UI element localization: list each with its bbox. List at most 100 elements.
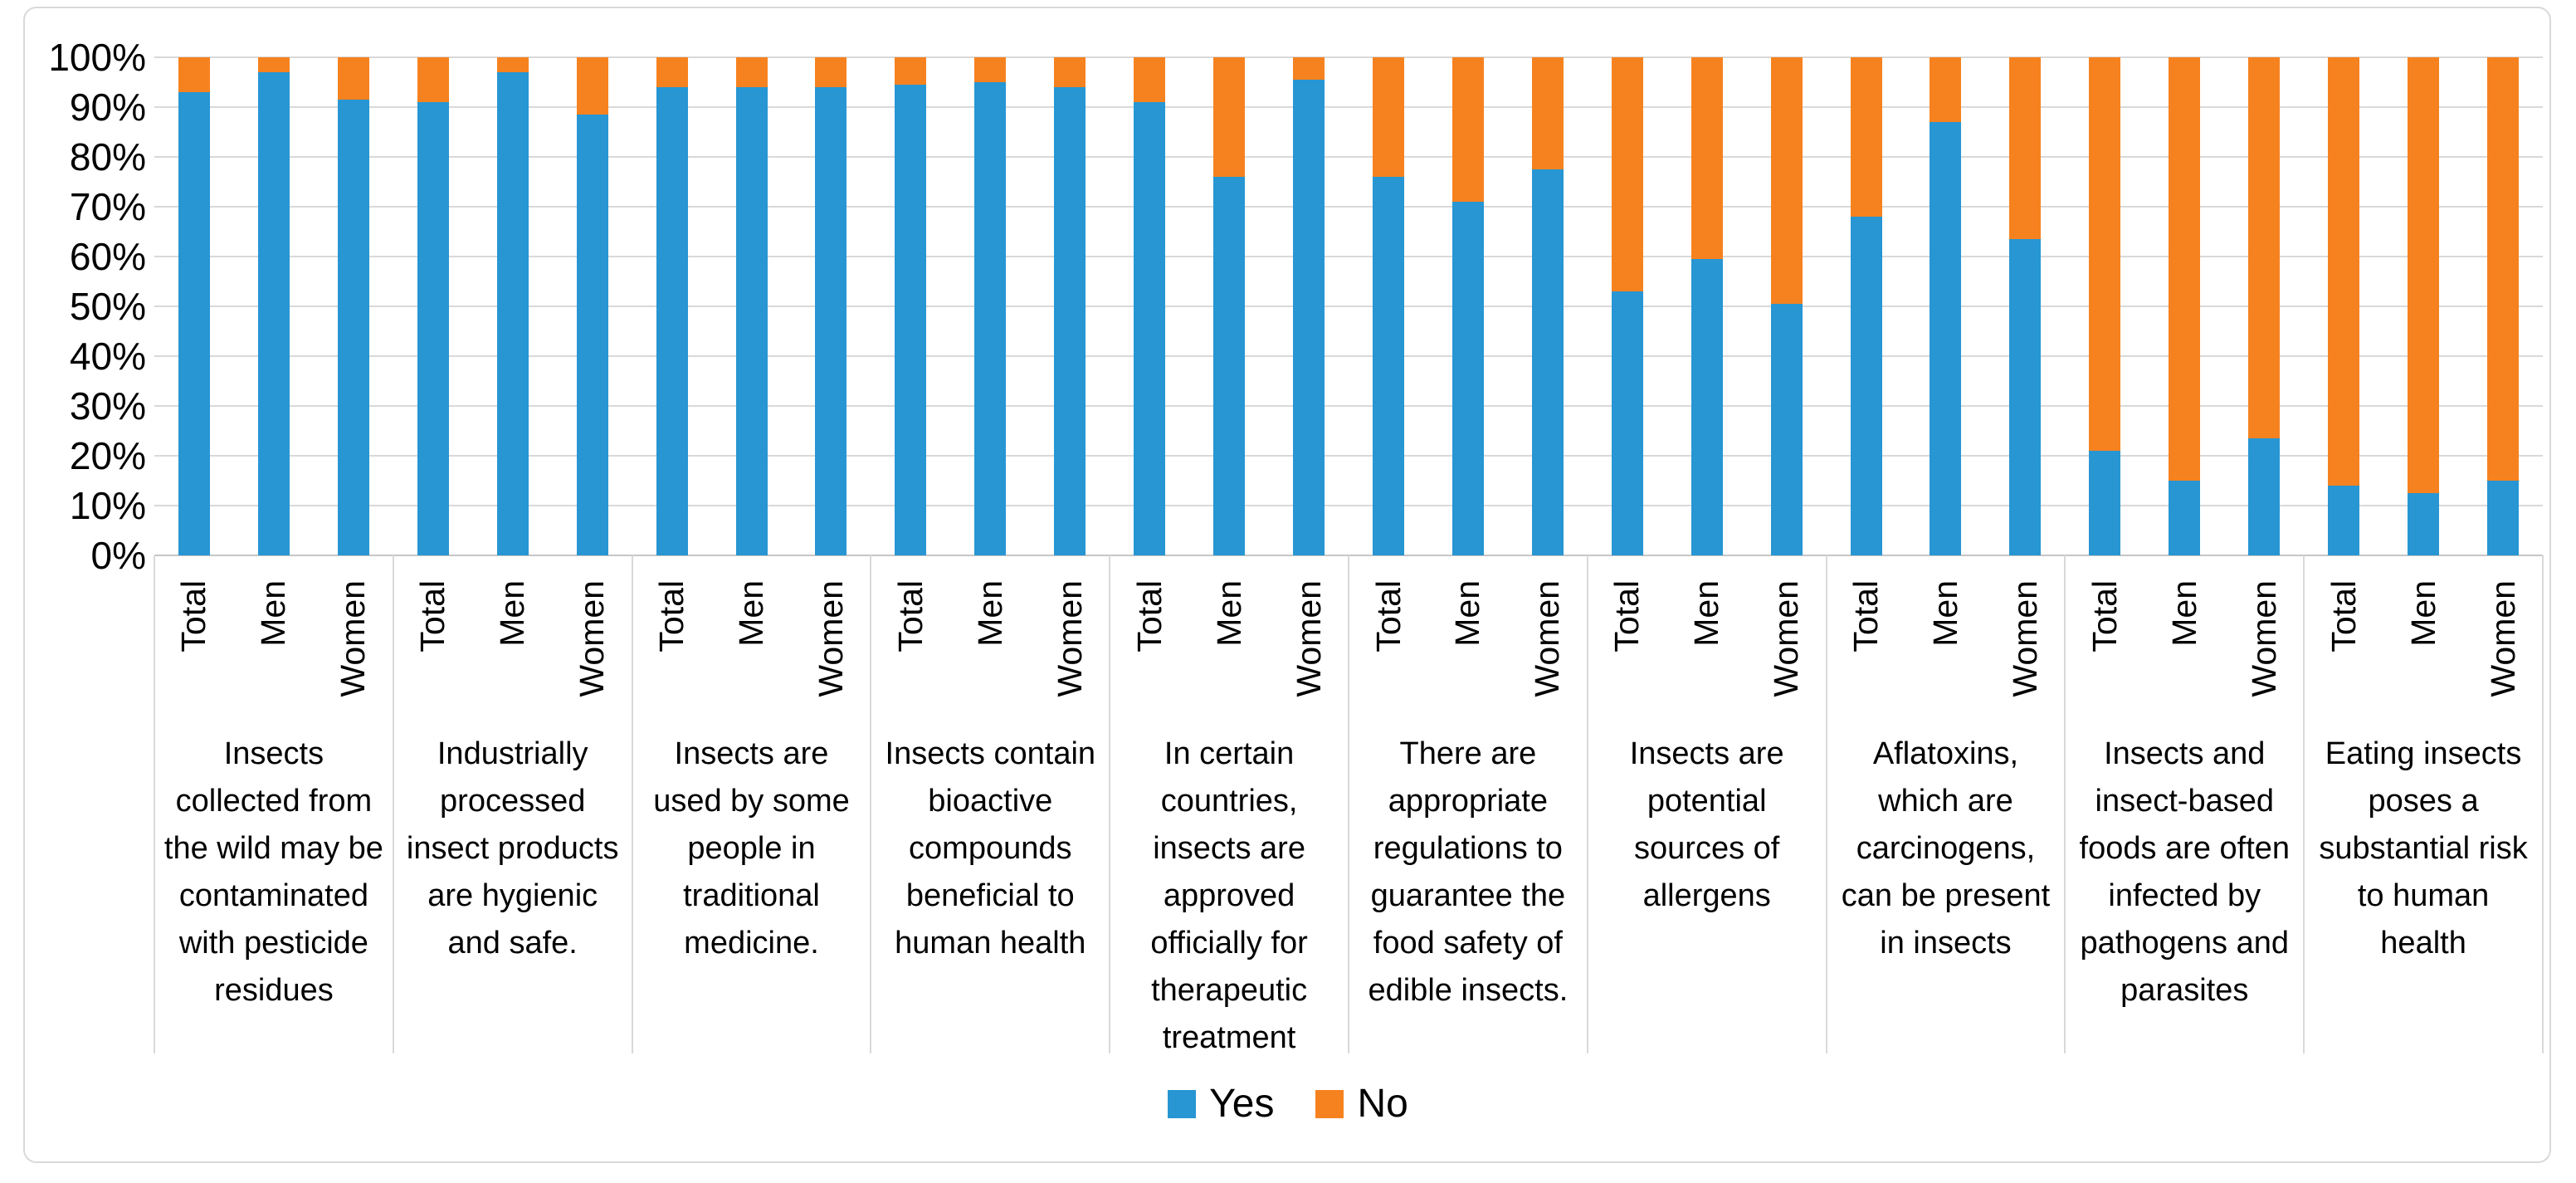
x-tick-label: Total xyxy=(174,580,213,653)
bar-slot xyxy=(950,57,1030,555)
gridline xyxy=(154,206,2543,208)
y-tick-label: 20% xyxy=(69,434,146,477)
bar-slot xyxy=(234,57,314,555)
x-tick: Women xyxy=(2224,555,2304,734)
bar-slot xyxy=(791,57,871,555)
group-separator xyxy=(154,555,155,1053)
stacked-bar xyxy=(1531,57,1564,555)
bar-slot xyxy=(1508,57,1588,555)
bar-slot xyxy=(1985,57,2065,555)
stacked-bar xyxy=(1611,57,1643,555)
bar-yes-segment xyxy=(2487,481,2520,555)
x-tick-label: Women xyxy=(2244,580,2283,697)
category-label: Insects contain bioactive compounds bene… xyxy=(885,736,1096,961)
y-tick-label: 40% xyxy=(69,335,146,378)
y-tick-label: 100% xyxy=(48,36,146,79)
bar-yes-segment xyxy=(576,115,608,555)
bar-no-segment xyxy=(178,57,210,92)
gridline xyxy=(154,106,2543,108)
legend-label-yes: Yes xyxy=(1209,1082,1275,1126)
bar-no-segment xyxy=(2248,57,2281,438)
y-tick-label: 0% xyxy=(90,534,146,577)
stacked-bar xyxy=(2328,57,2360,555)
y-tick-label: 10% xyxy=(69,484,146,527)
category-label: Insects are potential sources of allerge… xyxy=(1629,736,1784,913)
x-tick-label: Men xyxy=(254,580,293,647)
x-tick-label: Total xyxy=(1608,580,1647,653)
category-label: Insects and insect-based foods are often… xyxy=(2079,736,2291,1008)
x-tick: Men xyxy=(1428,555,1508,734)
legend-item-yes: Yes xyxy=(1168,1084,1274,1124)
y-tick-label: 30% xyxy=(69,384,146,428)
bar-no-segment xyxy=(2169,57,2201,481)
x-tick: Women xyxy=(1508,555,1588,734)
bar-slot xyxy=(473,57,553,555)
bar-yes-segment xyxy=(2328,486,2360,555)
x-tick: Total xyxy=(2066,555,2145,734)
x-tick-label: Total xyxy=(1129,580,1168,653)
bar-no-segment xyxy=(257,57,290,72)
bar-yes-segment xyxy=(815,87,847,555)
bar-yes-segment xyxy=(2169,481,2201,555)
bar-no-segment xyxy=(1930,57,1962,122)
category-group xyxy=(1827,57,2066,555)
group-separator xyxy=(2542,555,2544,1053)
category-group xyxy=(2304,57,2543,555)
group-separator xyxy=(2064,555,2066,1053)
bar-no-segment xyxy=(1850,57,1882,217)
bar-slot xyxy=(154,57,234,555)
category-label: Industrially processed insect products a… xyxy=(406,736,619,961)
bar-no-segment xyxy=(1611,57,1643,291)
bar-no-segment xyxy=(2328,57,2360,486)
category-group xyxy=(154,57,393,555)
bar-no-segment xyxy=(417,57,449,102)
stacked-bar xyxy=(2009,57,2042,555)
bar-yes-segment xyxy=(2408,493,2440,555)
stacked-bar xyxy=(178,57,210,555)
x-tick: Women xyxy=(792,555,871,734)
bar-no-segment xyxy=(656,57,688,87)
x-tick: Total xyxy=(1110,555,1189,734)
bar-slot xyxy=(1189,57,1269,555)
x-tick-label: Women xyxy=(334,580,373,697)
stacked-bar xyxy=(1134,57,1166,555)
x-tick: Men xyxy=(712,555,792,734)
bar-no-segment xyxy=(895,57,927,85)
stacked-bar xyxy=(337,57,369,555)
bar-slot xyxy=(1030,57,1110,555)
bar-slot xyxy=(1906,57,1986,555)
bar-no-segment xyxy=(337,57,369,100)
stacked-bar xyxy=(735,57,768,555)
group-separator xyxy=(2303,555,2305,1053)
bar-no-segment xyxy=(974,57,1007,82)
bar-yes-segment xyxy=(1213,177,1246,555)
x-tick-label: Men xyxy=(1687,580,1726,647)
gridline xyxy=(154,505,2543,506)
bar-slot xyxy=(393,57,473,555)
category-group xyxy=(2065,57,2304,555)
bar-no-segment xyxy=(735,57,768,87)
x-tick-label: Women xyxy=(1050,580,1089,697)
bar-yes-segment xyxy=(337,100,369,555)
bar-slot xyxy=(871,57,950,555)
bar-yes-segment xyxy=(895,85,927,555)
bar-yes-segment xyxy=(1293,80,1325,555)
bar-yes-segment xyxy=(1451,202,1484,555)
stacked-bar xyxy=(974,57,1007,555)
category-group xyxy=(393,57,632,555)
bar-yes-segment xyxy=(974,82,1007,555)
bar-no-segment xyxy=(2089,57,2121,451)
bar-slot xyxy=(314,57,393,555)
bar-no-segment xyxy=(1770,57,1803,304)
stacked-bar xyxy=(2169,57,2201,555)
bar-yes-segment xyxy=(1054,87,1086,555)
category-group xyxy=(871,57,1110,555)
bar-yes-segment xyxy=(1531,169,1564,555)
bar-no-segment xyxy=(1054,57,1086,87)
y-tick-label: 80% xyxy=(69,135,146,178)
bar-slot xyxy=(712,57,792,555)
x-tick: Men xyxy=(1189,555,1269,734)
x-tick: Women xyxy=(1747,555,1827,734)
x-tick-label: Men xyxy=(1209,580,1248,647)
